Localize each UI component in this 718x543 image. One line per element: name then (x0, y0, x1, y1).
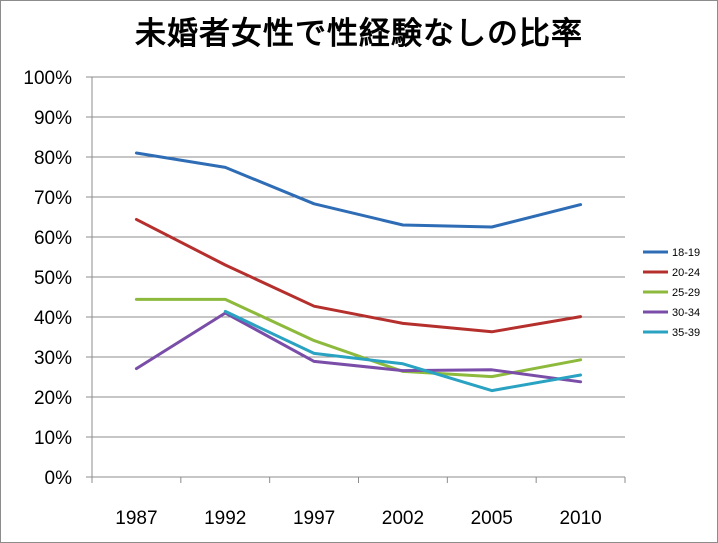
y-tick-label: 70% (34, 188, 72, 209)
x-tick-label: 2010 (559, 508, 601, 529)
x-tick-label: 2005 (471, 508, 513, 529)
y-tick-label: 0% (45, 468, 73, 489)
x-tick-label: 2002 (382, 508, 424, 529)
series-line-25-29 (134, 297, 583, 379)
chart-title: 未婚者女性で性経験なしの比率 (135, 16, 583, 52)
y-tick-label: 40% (34, 308, 72, 329)
y-tick-label: 60% (34, 228, 72, 249)
legend-label: 18-19 (672, 247, 700, 259)
x-tick-label: 1992 (204, 508, 246, 529)
x-tick-label: 1987 (115, 508, 157, 529)
y-tick-label: 10% (34, 428, 72, 449)
y-tick-label: 90% (34, 108, 72, 129)
y-tick-label: 50% (34, 268, 72, 289)
y-tick-label: 20% (34, 388, 72, 409)
series-line-18-19 (134, 151, 583, 229)
legend-label: 25-29 (672, 287, 700, 299)
y-tick-label: 30% (34, 348, 72, 369)
x-tick-label: 1997 (293, 508, 335, 529)
y-tick-label: 80% (34, 148, 72, 169)
legend-label: 35-39 (672, 327, 700, 339)
series-line-20-24 (134, 217, 583, 334)
series-line-30-34 (134, 311, 583, 384)
y-tick-label: 100% (23, 68, 72, 89)
legend-label: 30-34 (672, 307, 700, 319)
legend-label: 20-24 (672, 267, 700, 279)
series-line-35-39 (223, 309, 583, 393)
